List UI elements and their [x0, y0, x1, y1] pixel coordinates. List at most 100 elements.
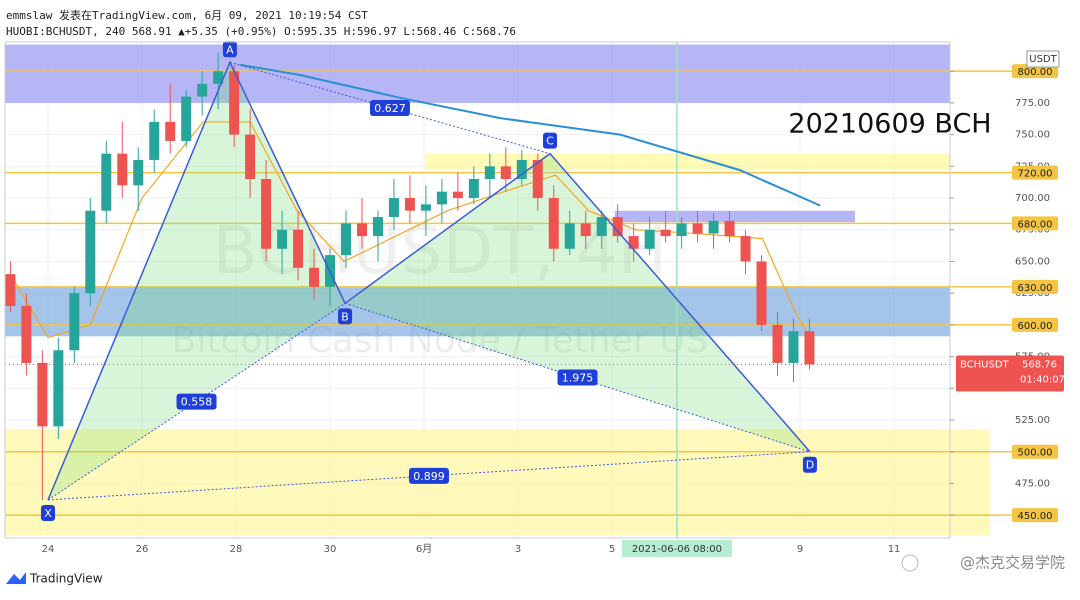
y-tick-label: 750.00: [1015, 130, 1050, 141]
level-tag: [1012, 279, 1058, 294]
ratio-box: [408, 467, 449, 484]
candle-body: [564, 223, 575, 249]
ratio-box: [176, 393, 217, 410]
candle-body: [21, 305, 32, 363]
price-tag: [956, 355, 1064, 392]
candle-body: [293, 229, 304, 268]
candle-body: [133, 159, 144, 186]
crosshair-label: 2021-06-06 08:00: [632, 544, 722, 555]
candle-body: [117, 153, 128, 186]
ratio-line: [344, 302, 811, 453]
candle-body: [356, 223, 367, 237]
x-tick-label: 24: [42, 544, 55, 555]
level-label: 630.00: [1018, 283, 1053, 294]
point-label: D: [806, 459, 814, 472]
zone: [424, 153, 950, 171]
candle-body: [772, 324, 783, 363]
zone: [614, 210, 856, 223]
header-line2: HUOBI:BCHUSDT, 240 568.91 ▲+5.35 (+0.95%…: [6, 25, 516, 38]
level-label: 500.00: [1018, 448, 1053, 459]
candle-body: [261, 179, 272, 249]
point-box: [338, 308, 353, 325]
candle-body: [516, 159, 527, 180]
x-tick-label: 26: [136, 544, 149, 555]
candle-body: [420, 204, 431, 211]
point-box: [802, 456, 817, 473]
x-tick-label: 28: [230, 544, 243, 555]
candle-body: [37, 362, 48, 427]
unit-box: [1026, 50, 1060, 68]
moving-average: [240, 63, 821, 207]
candle-body: [436, 191, 447, 205]
candle-body: [468, 179, 479, 199]
candle-body: [500, 166, 511, 180]
unit-label: USDT: [1029, 54, 1057, 65]
candle-body: [372, 217, 383, 237]
ratio-box: [369, 99, 410, 116]
candle-body: [676, 223, 687, 237]
candle-body: [165, 121, 176, 141]
level-label: 680.00: [1018, 219, 1053, 230]
level-tag: [1012, 444, 1058, 459]
candle-body: [245, 134, 256, 180]
x-tick-label: 11: [888, 544, 901, 555]
candle-body: [229, 71, 240, 135]
pattern-fill: [48, 62, 346, 500]
credit-icon: [901, 554, 919, 572]
candle-body: [532, 159, 543, 199]
y-tick-label: 475.00: [1015, 478, 1050, 489]
pattern-fill: [345, 153, 810, 452]
ratio-box: [557, 369, 598, 386]
point-label: C: [546, 135, 554, 148]
candle-body: [708, 220, 719, 234]
level-label: 450.00: [1018, 511, 1053, 522]
level-tag: [1012, 165, 1058, 180]
level-label: 800.00: [1018, 67, 1053, 78]
x-tick-label: 9: [797, 544, 803, 555]
level-tag: [1012, 508, 1058, 523]
candle-body: [644, 229, 655, 249]
candle-body: [660, 229, 671, 237]
candle-body: [69, 293, 80, 351]
price-tag-countdown: 01:40:07: [1020, 375, 1065, 386]
footer-brand: TradingView: [29, 572, 103, 586]
candle-body: [724, 220, 735, 237]
header-line1: emmslaw 发表在TradingView.com, 6月 09, 2021 …: [6, 8, 368, 22]
y-tick-label: 525.00: [1015, 415, 1050, 426]
candle-body: [804, 331, 815, 365]
point-label: X: [44, 507, 52, 520]
y-tick-label: 775.00: [1015, 98, 1050, 109]
level-label: 600.00: [1018, 321, 1053, 332]
candle-body: [404, 198, 415, 211]
level-tag: [1012, 216, 1058, 231]
candle-body: [181, 96, 192, 141]
x-tick-label: 3: [515, 544, 521, 555]
candle-body: [628, 236, 639, 249]
point-box: [543, 132, 558, 149]
point-label: B: [341, 310, 349, 323]
candle-body: [5, 274, 16, 306]
price-tag-value: 568.76: [1022, 360, 1057, 371]
zone: [5, 286, 950, 337]
candle-body: [277, 229, 288, 249]
zone: [5, 428, 990, 536]
candle-body: [85, 210, 96, 294]
candle-body: [213, 71, 224, 84]
candle-body: [101, 153, 112, 211]
y-tick-label: 700.00: [1015, 193, 1050, 204]
candle-body: [341, 223, 352, 256]
candle-body: [388, 198, 399, 218]
candle-body: [596, 217, 607, 237]
x-tick-label: 5: [609, 544, 615, 555]
chart-title: 20210609 BCH: [788, 109, 991, 140]
point-box: [222, 41, 237, 58]
crosshair-tag: [621, 540, 732, 557]
level-tag: [1012, 64, 1058, 79]
candle-body: [53, 350, 64, 427]
y-tick-label: 650.00: [1015, 256, 1050, 267]
ratio-label: 0.627: [374, 102, 406, 115]
level-tag: [1012, 317, 1058, 332]
candle-body: [756, 261, 767, 325]
candle-body: [788, 331, 799, 363]
